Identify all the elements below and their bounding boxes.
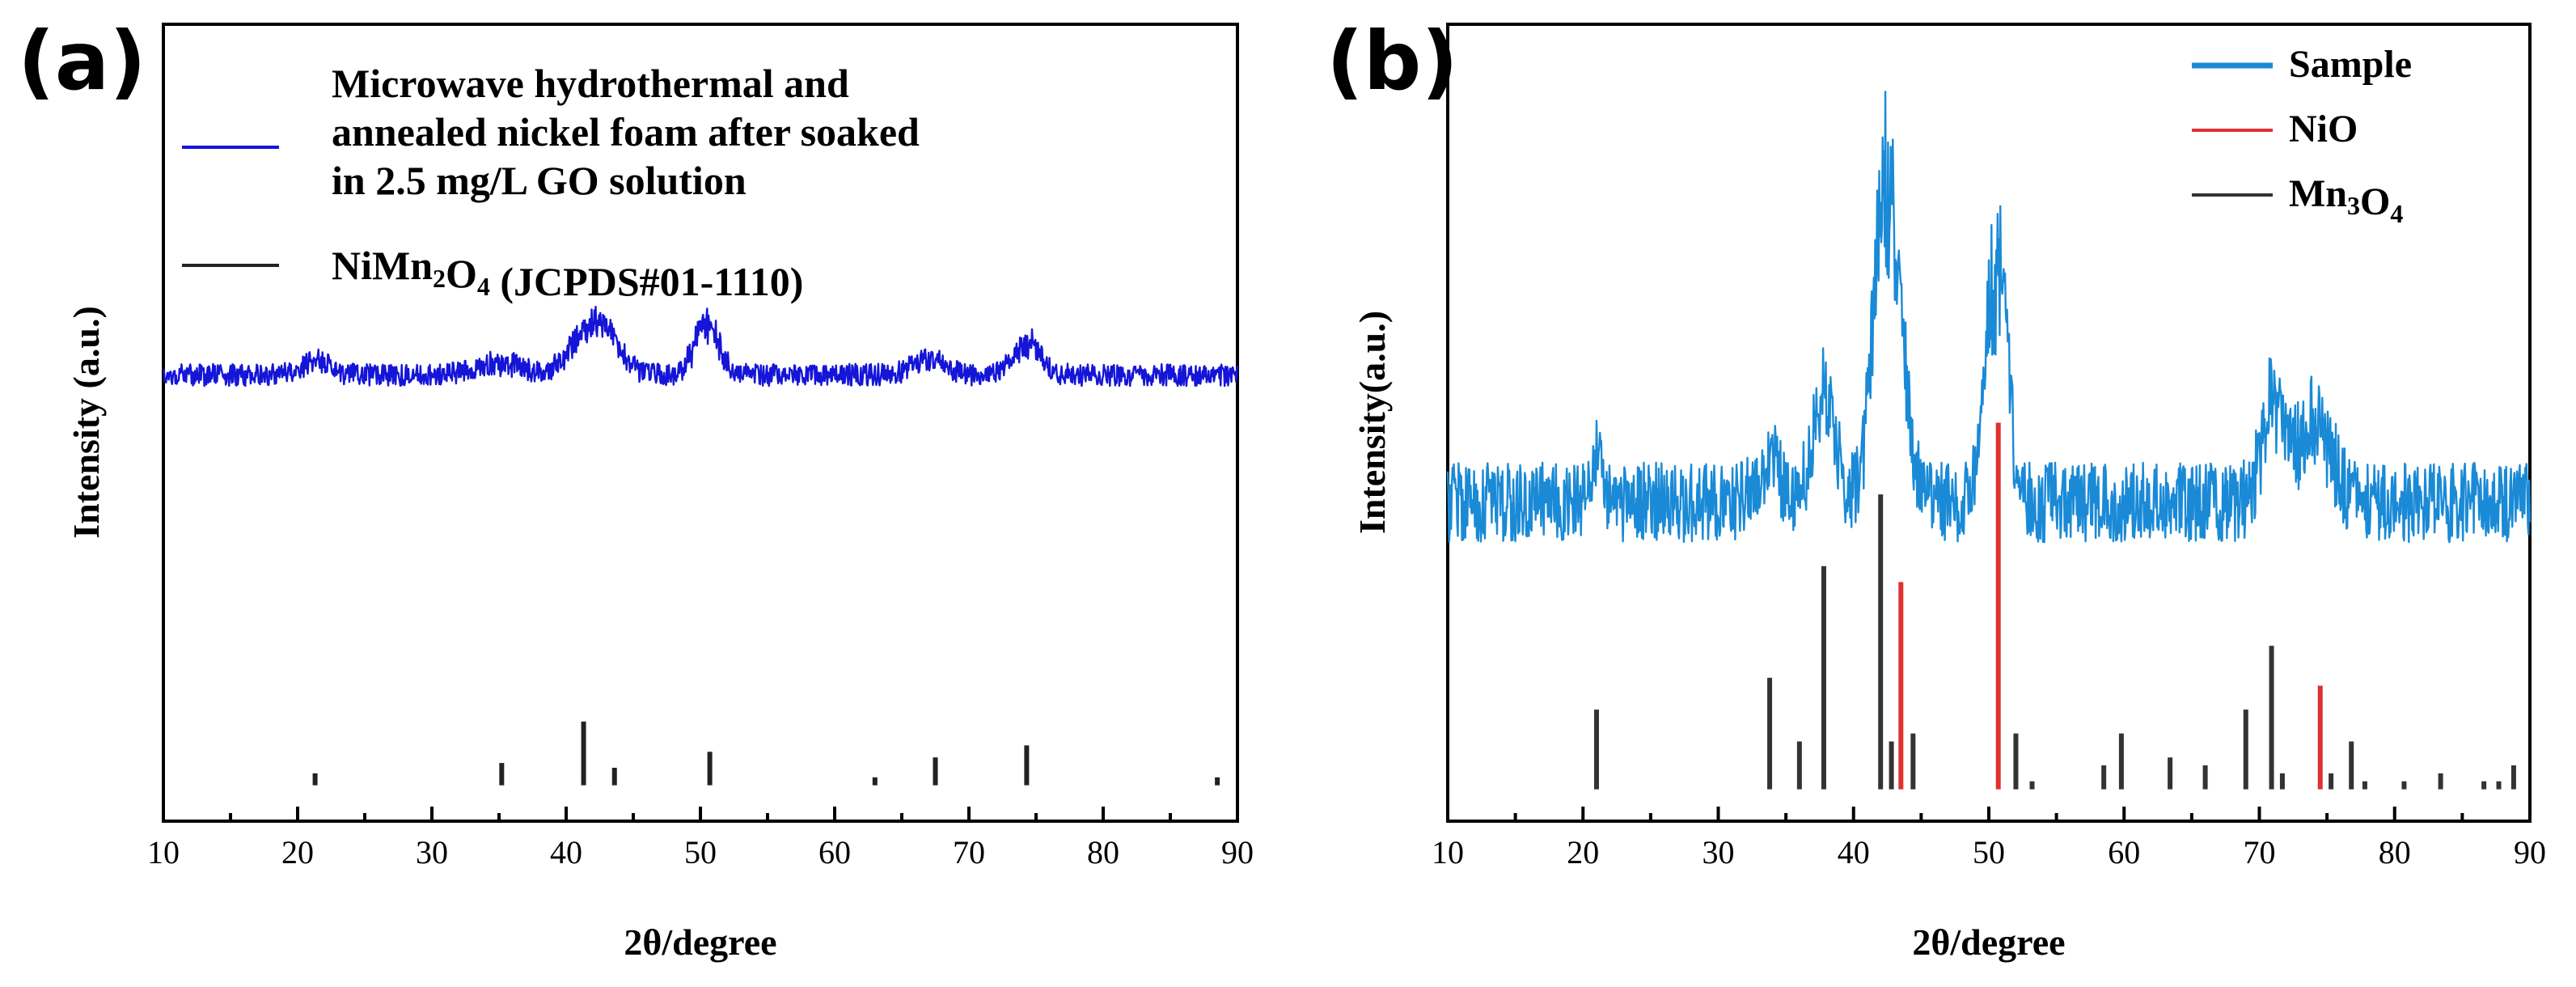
panel-a-series bbox=[162, 305, 1239, 388]
x-tick-label: 40 bbox=[550, 834, 582, 871]
text-run: NiMn bbox=[332, 243, 433, 288]
panel-a-x-axis-title: 2θ/degree bbox=[624, 921, 776, 963]
legend-label: NiO bbox=[2289, 108, 2358, 150]
panel-b-chart: (b) Sample NiO Mn3O4 10 20 30 40 50 60 70 80 90 In… bbox=[1326, 14, 2546, 963]
subscript: 2 bbox=[433, 264, 446, 293]
x-tick-label: 70 bbox=[2244, 834, 2276, 871]
panel-b-reference-sticks bbox=[1593, 422, 2516, 790]
x-tick-label: 20 bbox=[1567, 834, 1599, 871]
x-tick-label: 40 bbox=[1838, 834, 1870, 871]
text-run: NiO bbox=[2289, 108, 2358, 150]
text-run: (JCPDS#01-1110) bbox=[490, 259, 804, 304]
legend-label-sample: annealed nickel foam after soaked bbox=[332, 109, 920, 155]
x-tick-label: 30 bbox=[416, 834, 448, 871]
panel-b-legend: Sample NiO Mn3O4 bbox=[2192, 43, 2412, 228]
panel-b-x-axis-title: 2θ/degree bbox=[1912, 921, 2065, 963]
panel-a-x-axis: 10 20 30 40 50 60 70 80 90 bbox=[147, 807, 1254, 871]
subscript: 4 bbox=[2390, 199, 2403, 228]
legend-label-sample: in 2.5 mg/L GO solution bbox=[332, 158, 747, 203]
panel-b-y-axis-title: Intensity(a.u.) bbox=[1351, 311, 1393, 534]
x-tick-label: 60 bbox=[2108, 834, 2140, 871]
x-tick-label: 70 bbox=[953, 834, 985, 871]
x-tick-label: 10 bbox=[147, 834, 180, 871]
legend-label-sample: Microwave hydrothermal and bbox=[332, 61, 849, 106]
xrd-pattern-line bbox=[162, 305, 1239, 388]
panel-b-x-axis: 10 20 30 40 50 60 70 80 90 bbox=[1432, 807, 2546, 871]
x-tick-label: 90 bbox=[2514, 834, 2546, 871]
subscript: 3 bbox=[2347, 191, 2360, 220]
text-run: Sample bbox=[2289, 43, 2412, 86]
panel-a-y-axis-title: Intensity (a.u.) bbox=[66, 306, 107, 539]
panel-b-label: (b) bbox=[1326, 14, 1458, 108]
panel-a-reference-sticks bbox=[312, 721, 1220, 786]
legend-label-reference: NiMn2O4 (JCPDS#01-1110) bbox=[332, 243, 803, 304]
x-tick-label: 50 bbox=[1973, 834, 2005, 871]
x-tick-label: 10 bbox=[1432, 834, 1464, 871]
x-tick-label: 60 bbox=[818, 834, 851, 871]
panel-a-label: (a) bbox=[18, 14, 146, 108]
panel-b-series bbox=[1446, 91, 2532, 544]
panel-b-plot-frame bbox=[1446, 23, 2532, 823]
text-run: Mn bbox=[2289, 172, 2347, 215]
legend-label: Sample bbox=[2289, 43, 2412, 86]
x-tick-label: 20 bbox=[281, 834, 314, 871]
text-run: O bbox=[446, 251, 477, 296]
x-tick-label: 90 bbox=[1221, 834, 1254, 871]
legend-label: Mn3O4 bbox=[2289, 172, 2403, 228]
x-tick-label: 80 bbox=[1087, 834, 1119, 871]
subscript: 4 bbox=[477, 272, 490, 301]
text-run: O bbox=[2360, 180, 2390, 223]
x-tick-label: 50 bbox=[684, 834, 717, 871]
x-tick-label: 30 bbox=[1703, 834, 1735, 871]
xrd-pattern-line bbox=[1446, 91, 2532, 544]
x-tick-label: 80 bbox=[2379, 834, 2411, 871]
